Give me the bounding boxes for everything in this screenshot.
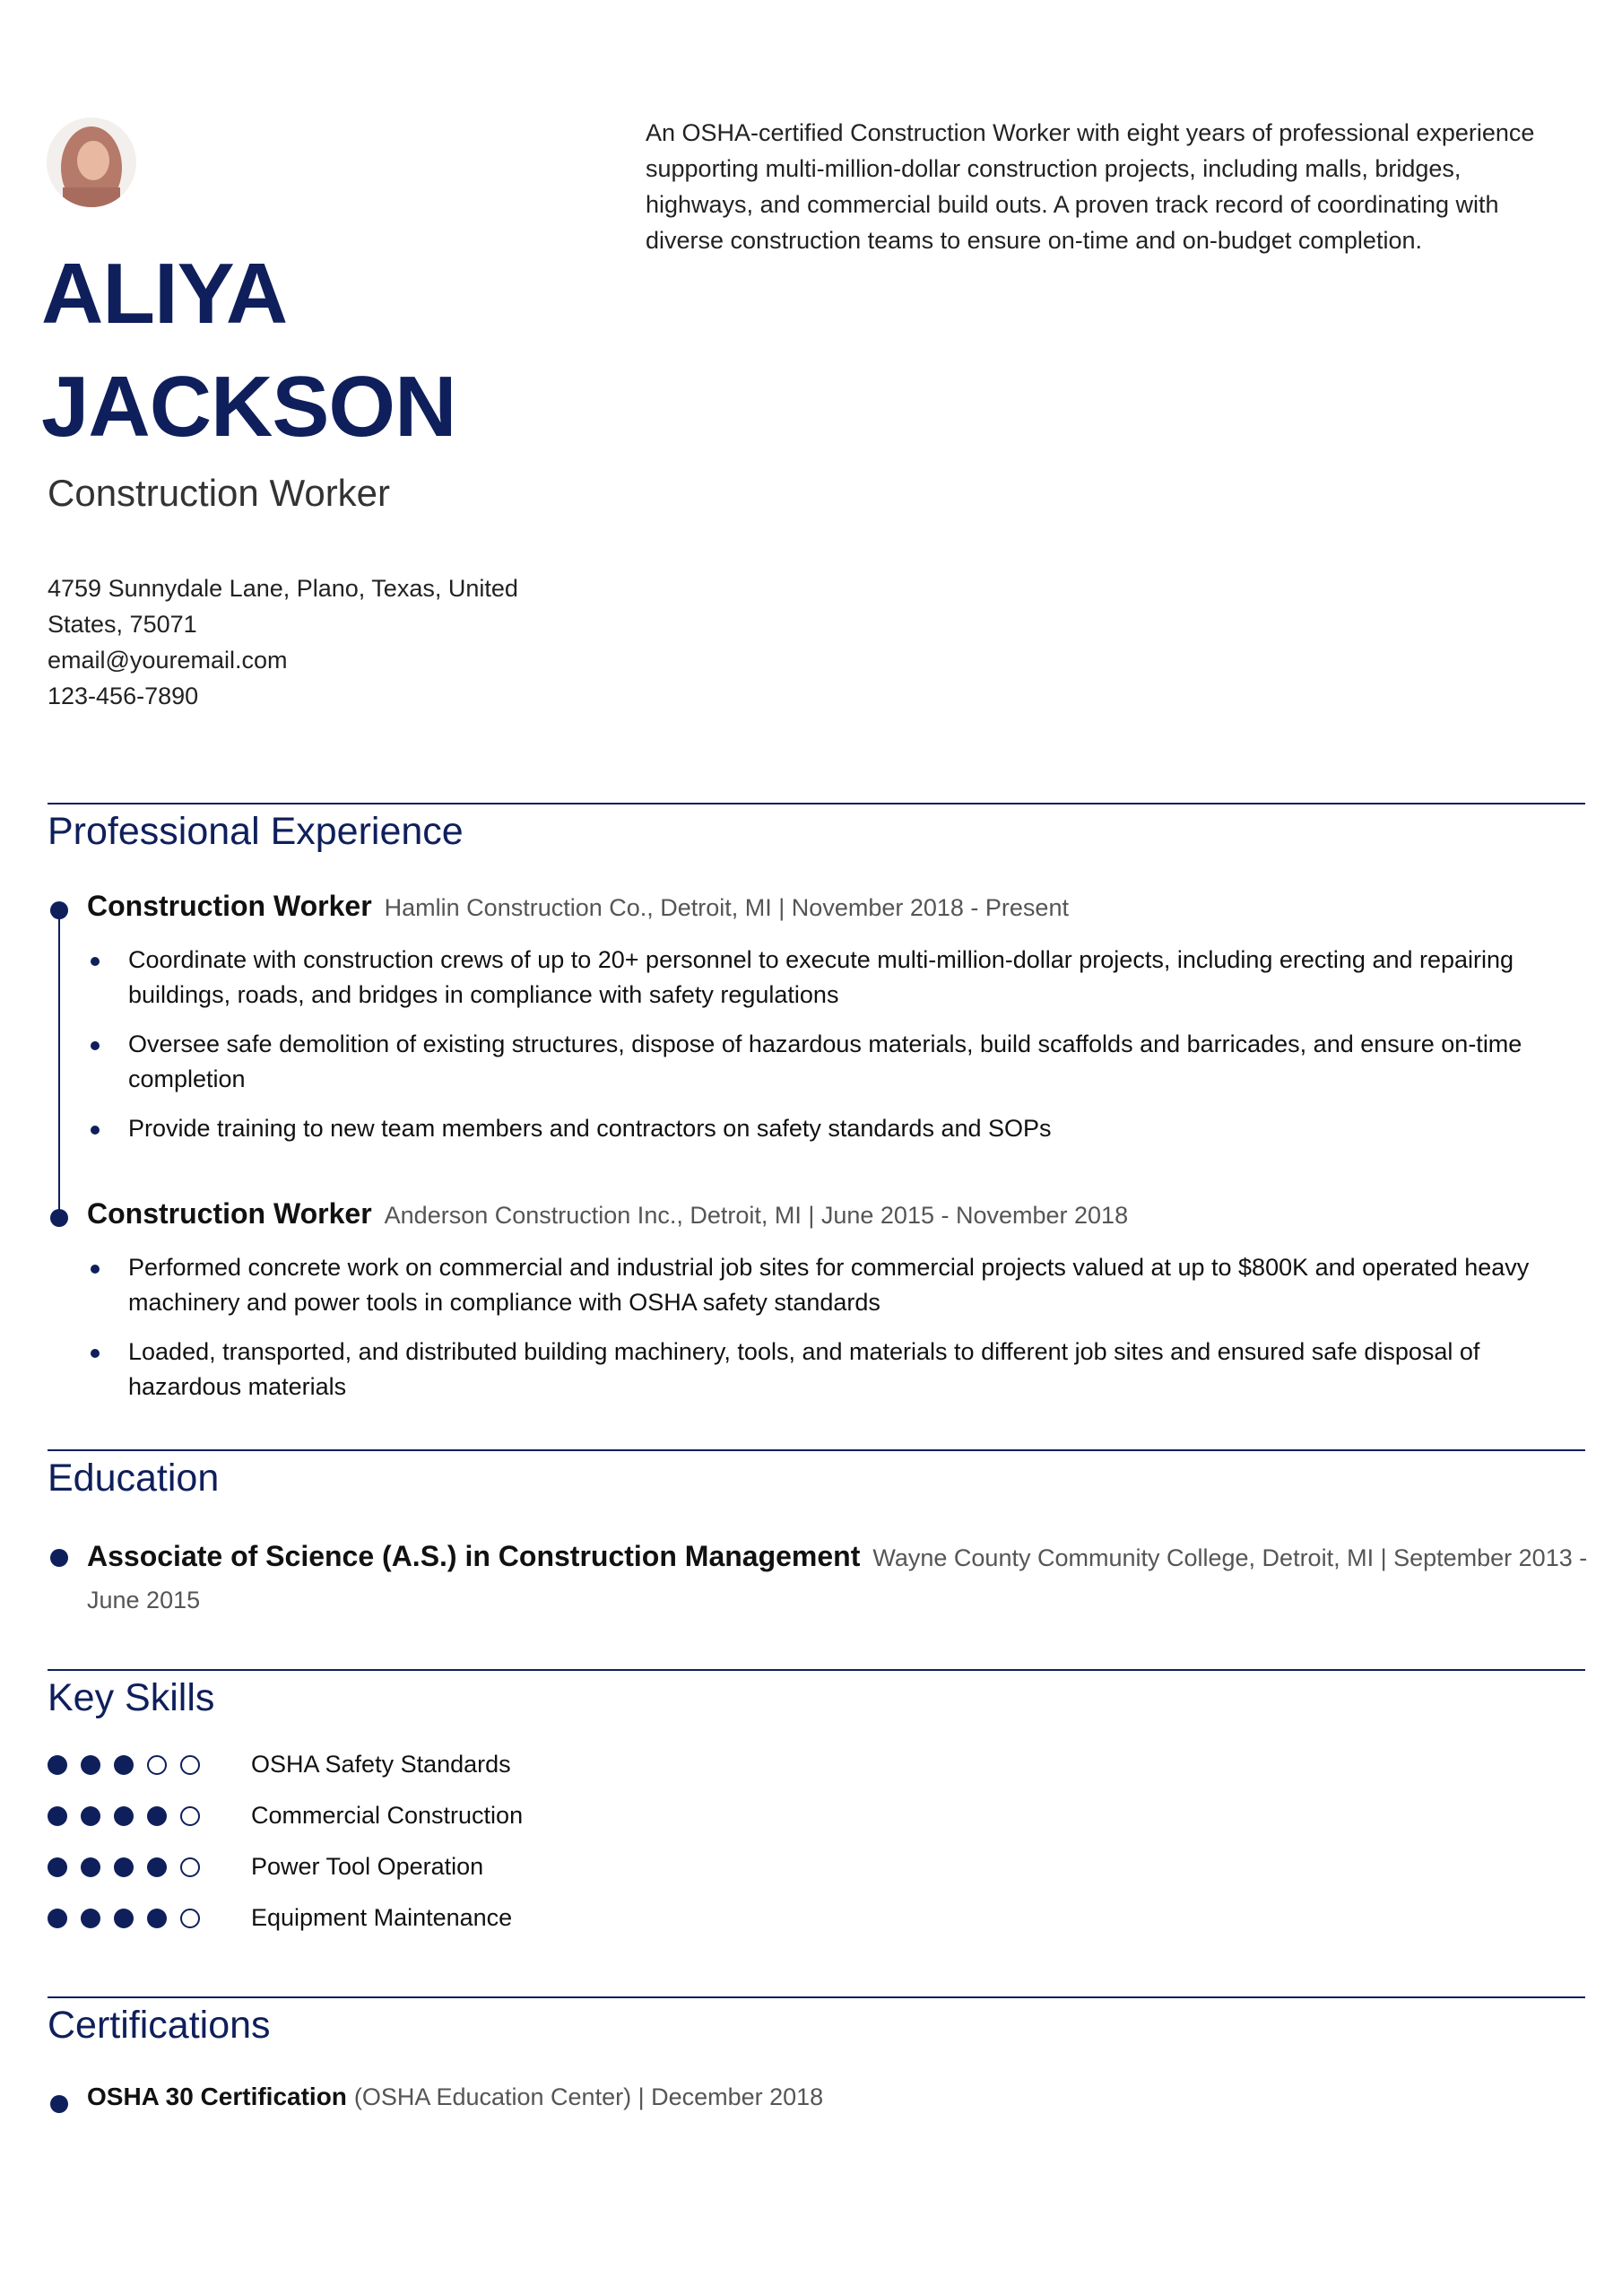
skill-rating — [48, 1857, 200, 1877]
rating-dot-filled — [147, 1909, 167, 1928]
skill-name: Power Tool Operation — [251, 1853, 484, 1880]
skill-name: Equipment Maintenance — [251, 1904, 513, 1931]
section-heading: Education — [48, 1457, 220, 1500]
skill-rating — [48, 1755, 200, 1775]
bullet: Loaded, transported, and distributed bui… — [91, 1335, 1593, 1405]
bullet: Performed concrete work on commercial an… — [91, 1250, 1593, 1320]
rating-dot-filled — [147, 1806, 167, 1826]
divider — [48, 1996, 1585, 1998]
section-heading: Certifications — [48, 2004, 271, 2047]
name: ALIYA JACKSON — [41, 246, 456, 455]
certification-details: (OSHA Education Center) | December 2018 — [353, 2083, 824, 2110]
job-role: Construction Worker — [87, 1197, 372, 1230]
certification-name: OSHA 30 Certification — [87, 2083, 347, 2110]
rating-dot-filled — [48, 1755, 67, 1775]
certification-item: OSHA 30 Certification (OSHA Education Cen… — [87, 2083, 1593, 2111]
rating-dot-empty — [180, 1909, 200, 1928]
profile-photo — [47, 117, 136, 207]
rating-dot-filled — [114, 1857, 134, 1877]
rating-dot-filled — [81, 1755, 100, 1775]
degree: Associate of Science (A.S.) in Construct… — [87, 1540, 861, 1572]
rating-dot-filled — [48, 1857, 67, 1877]
skill-rating — [48, 1806, 200, 1826]
job-title: Construction Worker — [48, 472, 391, 514]
rating-dot-empty — [147, 1755, 167, 1775]
rating-dot-filled — [81, 1806, 100, 1826]
rating-dot-empty — [180, 1755, 200, 1775]
rating-dot-empty — [180, 1857, 200, 1877]
rating-dot-empty — [180, 1806, 200, 1826]
section-heading: Professional Experience — [48, 810, 464, 853]
divider — [48, 1449, 1585, 1451]
timeline — [58, 910, 60, 1218]
rating-dot-filled — [114, 1806, 134, 1826]
job-details: Anderson Construction Inc., Detroit, MI … — [384, 1202, 1129, 1229]
rating-dot-filled — [114, 1755, 134, 1775]
section-heading: Key Skills — [48, 1676, 215, 1719]
rating-dot-filled — [81, 1909, 100, 1928]
job-bullets: Performed concrete work on commercial an… — [87, 1250, 1593, 1405]
job-bullets: Coordinate with construction crews of up… — [87, 943, 1593, 1146]
divider — [48, 1669, 1585, 1671]
job: Construction Worker Anderson Construction… — [87, 1197, 1593, 1419]
rating-dot-filled — [48, 1806, 67, 1826]
timeline-dot — [50, 1209, 68, 1227]
address: 4759 Sunnydale Lane, Plano, Texas, Unite… — [48, 575, 518, 638]
email: email@youremail.com — [48, 647, 288, 674]
job: Construction Worker Hamlin Construction C… — [87, 890, 1593, 1161]
bullet: Provide training to new team members and… — [91, 1111, 1593, 1146]
bullet-dot — [50, 1549, 68, 1567]
skill-name: Commercial Construction — [251, 1802, 524, 1829]
skill-rating — [48, 1909, 200, 1928]
skill-name: OSHA Safety Standards — [251, 1751, 511, 1778]
summary: An OSHA-certified Construction Worker wi… — [646, 119, 1535, 254]
education-item: Associate of Science (A.S.) in Construct… — [87, 1537, 1593, 1623]
job-role: Construction Worker — [87, 890, 372, 922]
timeline-dot — [50, 901, 68, 919]
rating-dot-filled — [48, 1909, 67, 1928]
rating-dot-filled — [114, 1909, 134, 1928]
job-details: Hamlin Construction Co., Detroit, MI | N… — [384, 894, 1069, 921]
bullet-dot — [50, 2095, 68, 2113]
rating-dot-filled — [147, 1857, 167, 1877]
bullet: Coordinate with construction crews of up… — [91, 943, 1593, 1013]
divider — [48, 803, 1585, 804]
school-details: Wayne County Community College, Detroit,… — [87, 1544, 1588, 1613]
phone: 123-456-7890 — [48, 683, 199, 709]
bullet: Oversee safe demolition of existing stru… — [91, 1027, 1593, 1097]
rating-dot-filled — [81, 1857, 100, 1877]
